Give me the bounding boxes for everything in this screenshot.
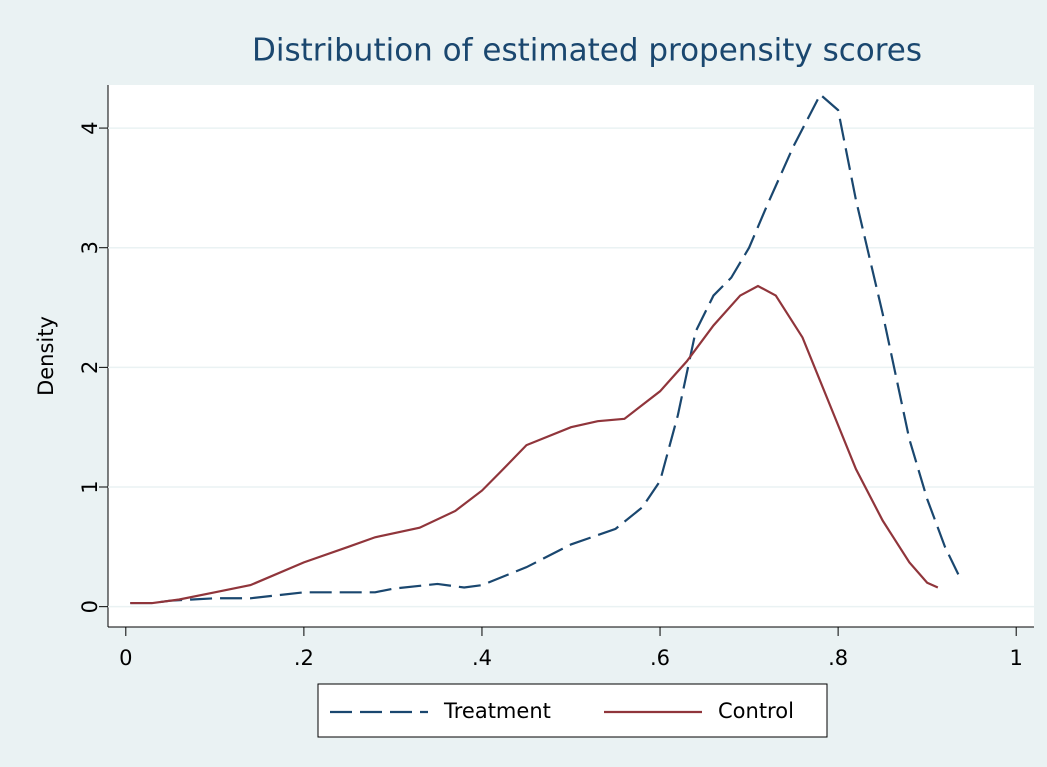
chart-title: Distribution of estimated propensity sco… [252,33,922,69]
x-tick-label: .6 [650,646,670,670]
legend-label: Treatment [443,699,551,723]
x-tick-label: .8 [828,646,848,670]
y-tick-label: 0 [78,600,102,613]
x-tick-label: .4 [472,646,492,670]
density-line [130,92,960,605]
x-tick-label: .2 [294,646,314,670]
y-axis-label: Density [34,316,58,396]
legend [317,683,828,738]
legend-label: Control [718,699,794,723]
plot-area [108,85,1034,627]
y-tick-label: 2 [78,361,102,374]
y-tick-label: 1 [78,480,102,493]
x-tick-label: 0 [119,646,132,670]
y-tick-label: 3 [78,241,102,254]
x-tick-label: 1 [1010,646,1023,670]
density-line [130,284,939,605]
y-tick-label: 4 [78,121,102,134]
